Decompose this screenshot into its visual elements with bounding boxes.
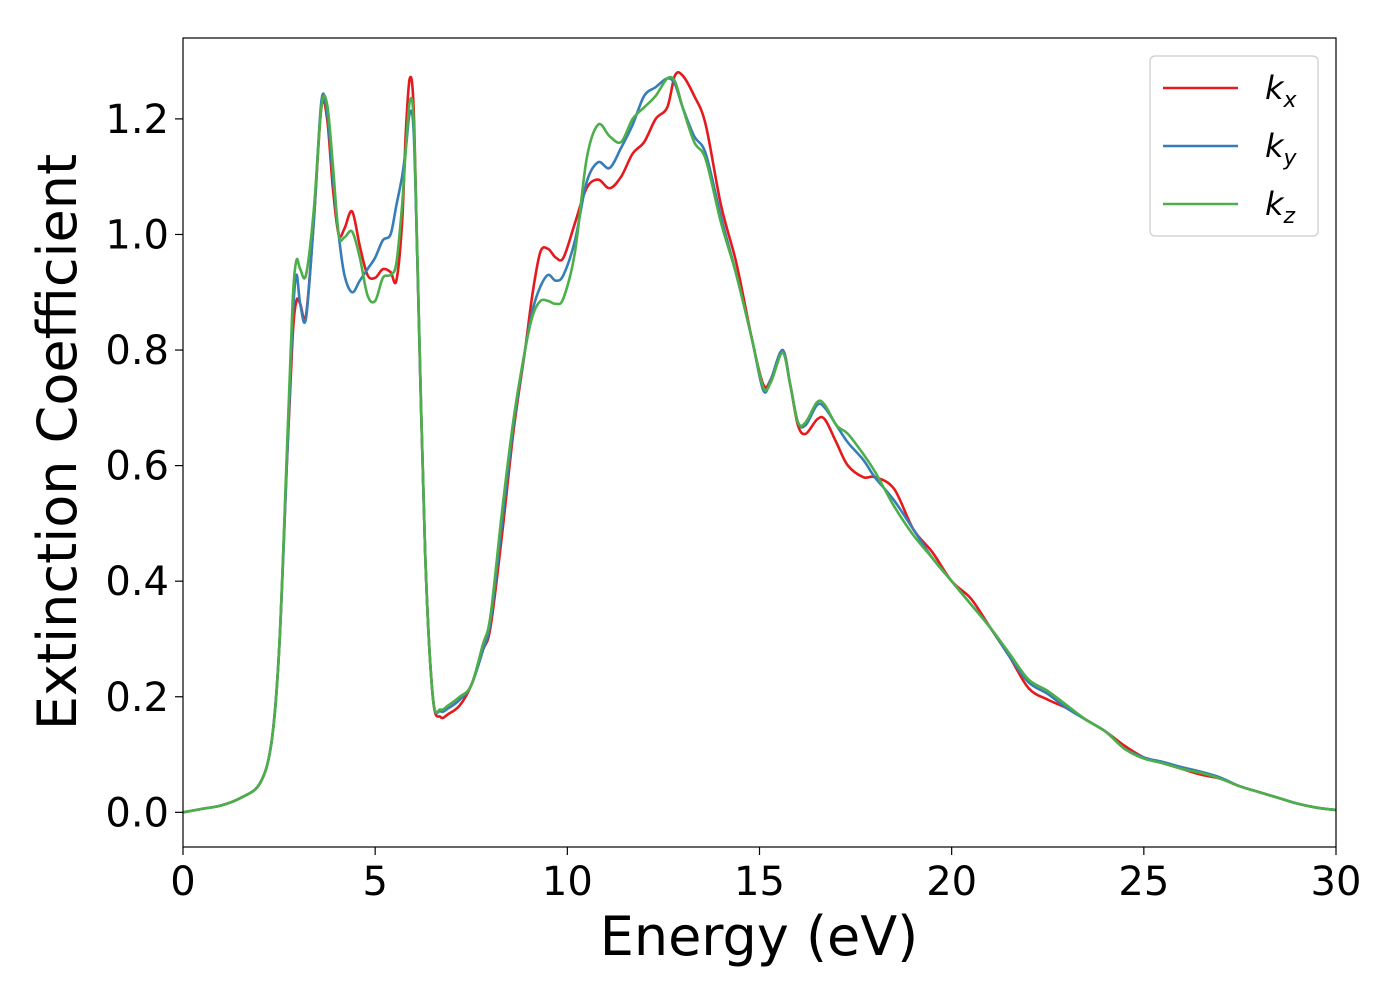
legend: kx ky kz [1149, 55, 1319, 237]
y-tick-label: 0.4 [105, 559, 169, 605]
x-tick-label: 20 [926, 859, 977, 905]
y-tick-label: 0.6 [105, 444, 169, 490]
x-tick-label: 10 [542, 859, 593, 905]
legend-label-y: ky [1265, 127, 1298, 171]
x-tick-label: 5 [362, 859, 387, 905]
y-tick-label: 1.0 [105, 212, 169, 258]
y-tick-label: 0.2 [105, 675, 169, 721]
x-tick-label: 0 [170, 859, 195, 905]
y-axis-title: Extinction Coefficient [26, 154, 89, 730]
series-line-z [183, 75, 1336, 814]
y-tick-label: 1.2 [105, 97, 169, 143]
x-axis-title: Energy (eV) [600, 905, 919, 968]
x-axis: 0 5 10 15 20 25 30 [170, 847, 1361, 905]
x-tick-label: 30 [1311, 859, 1362, 905]
legend-label-x: kx [1265, 69, 1298, 113]
x-tick-label: 25 [1118, 859, 1169, 905]
y-tick-label: 0.0 [105, 790, 169, 836]
y-tick-label: 0.8 [105, 328, 169, 374]
legend-label-z: kz [1265, 185, 1296, 229]
x-tick-label: 15 [734, 859, 785, 905]
y-axis: 0.0 0.2 0.4 0.6 0.8 1.0 1.2 [105, 97, 183, 836]
